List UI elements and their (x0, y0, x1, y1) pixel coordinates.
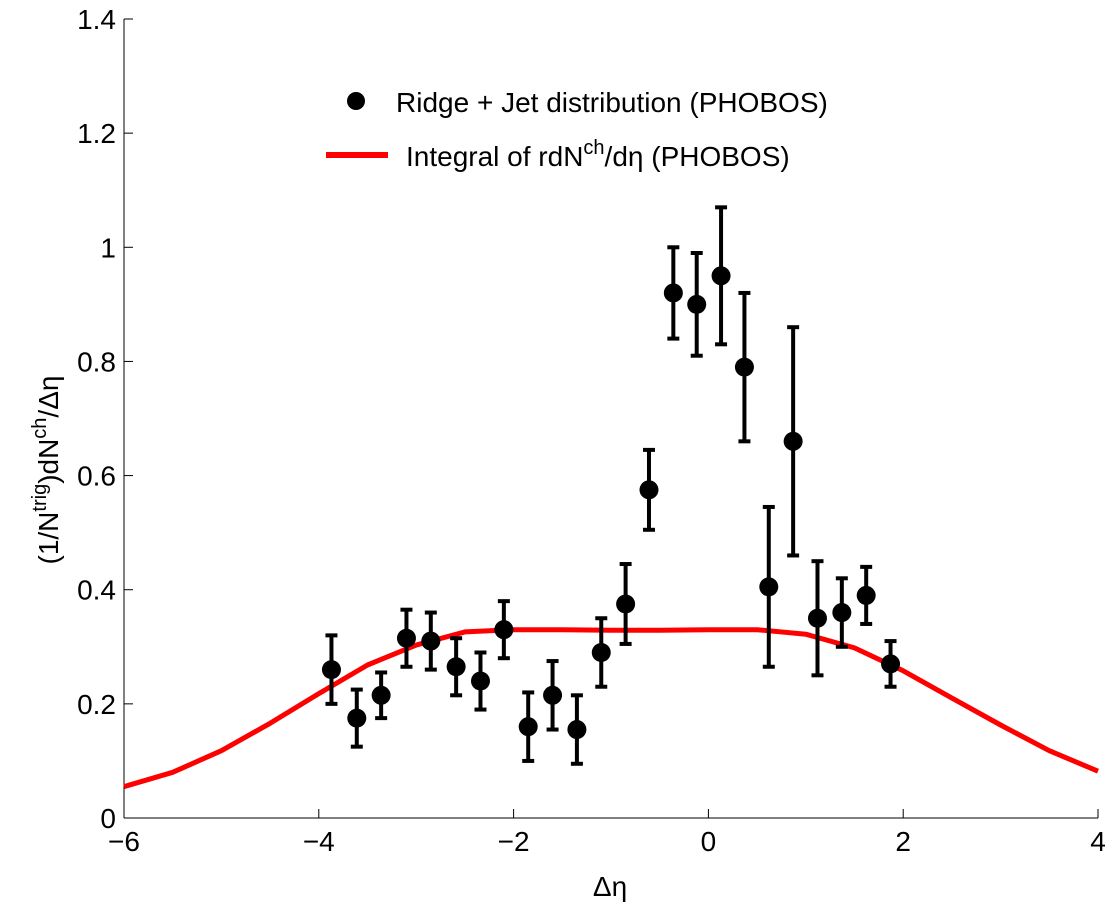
data-point (759, 577, 779, 597)
data-point (856, 585, 876, 605)
y-label-sup-1: trig (29, 484, 51, 512)
integral-line (123, 627, 1099, 789)
data-point (396, 628, 416, 648)
x-tick-label: 2 (895, 826, 911, 857)
legend-label-points: Ridge + Jet distribution (PHOBOS) (396, 87, 828, 118)
legend-marker-points (347, 92, 365, 110)
y-tick-label: 1.2 (77, 118, 116, 149)
data-point (734, 357, 754, 377)
y-label-part-1: (1/N (33, 512, 64, 565)
data-point (616, 594, 636, 614)
x-tick-label: 4 (1090, 826, 1106, 857)
x-axis-label: Δη (593, 871, 627, 902)
y-label-part-3: /Δη (33, 375, 64, 417)
data-point (518, 717, 538, 737)
data-point (371, 685, 391, 705)
legend: Ridge + Jet distribution (PHOBOS) Integr… (326, 87, 828, 172)
data-point (321, 660, 341, 680)
y-tick-label: 0.6 (77, 461, 116, 492)
data-point (470, 671, 490, 691)
data-point (832, 603, 852, 623)
data-point (639, 480, 659, 500)
x-tick-label: −4 (303, 826, 335, 857)
data-point (494, 620, 514, 640)
scatter-series (321, 205, 901, 766)
legend-label-line: Integral of rdNch/dη (PHOBOS) (406, 137, 790, 172)
y-tick-label: 0.8 (77, 346, 116, 377)
data-point (881, 654, 901, 674)
data-point (783, 431, 803, 451)
data-point (567, 720, 587, 740)
y-tick-label: 0.2 (77, 689, 116, 720)
data-point (711, 266, 731, 286)
data-point (591, 642, 611, 662)
y-tick-label: 0 (100, 803, 116, 834)
x-tick-label: −2 (498, 826, 530, 857)
line-series (123, 627, 1099, 789)
data-point (421, 631, 441, 651)
x-tick-label: 0 (701, 826, 717, 857)
legend-line-sup: ch (583, 137, 604, 159)
y-axis-label: (1/Ntrig)dNch/Δη (29, 375, 64, 564)
x-tick-label: −6 (108, 826, 140, 857)
data-point (687, 294, 707, 314)
tick-labels: −6 −4 −2 0 2 4 0 0.2 0.4 0.6 0.8 1 1.2 1.4 (77, 4, 1106, 857)
y-tick-label: 1 (100, 232, 116, 263)
y-tick-label: 0.4 (77, 575, 116, 606)
data-point (663, 283, 683, 303)
y-tick-label: 1.4 (77, 4, 116, 35)
legend-line-part-1: Integral of rdN (406, 141, 583, 172)
legend-line-part-2: /dη (PHOBOS) (605, 141, 790, 172)
data-point (543, 685, 563, 705)
data-point (347, 708, 367, 728)
data-point (446, 657, 466, 677)
axes (123, 18, 1099, 819)
y-label-sup-2: ch (29, 418, 51, 439)
data-point (807, 608, 827, 628)
y-label-part-2: )dN (33, 439, 64, 484)
